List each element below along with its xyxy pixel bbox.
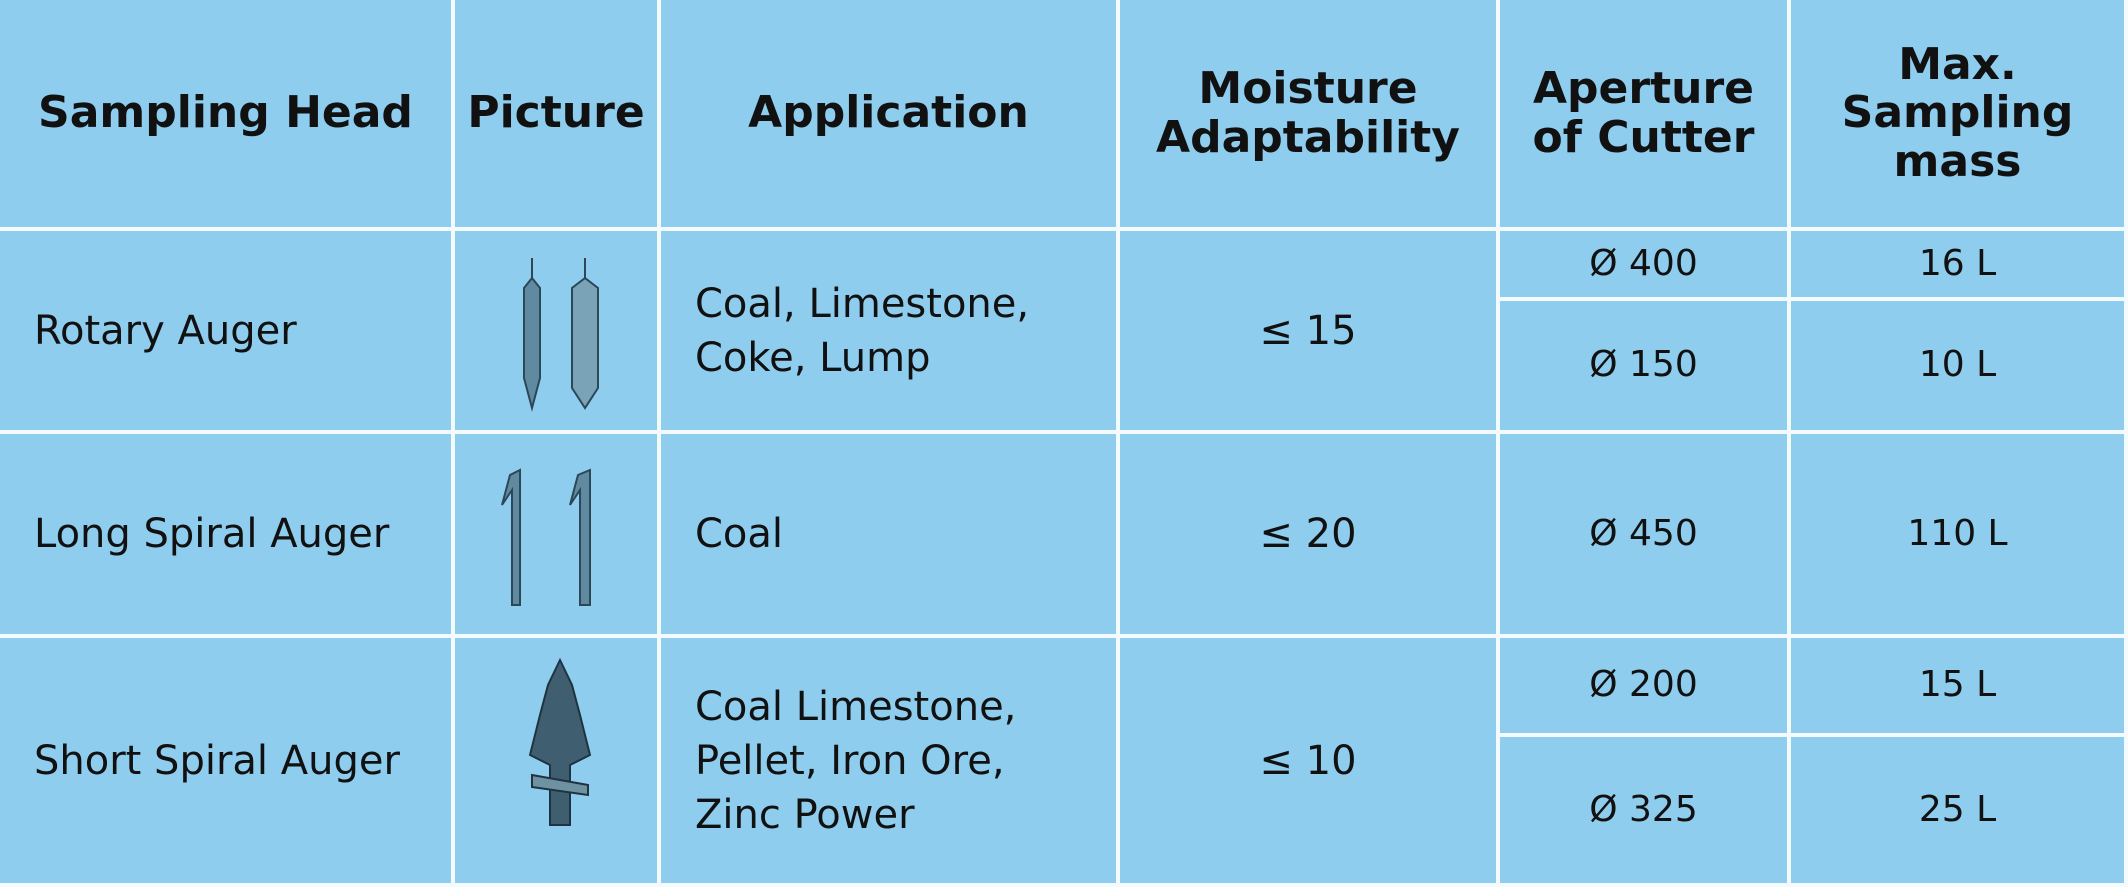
- header-cell: Moisture Adaptability: [1120, 0, 1500, 231]
- header-cell: Sampling Head: [0, 0, 455, 231]
- aperture: Ø 450: [1500, 434, 1791, 638]
- application: Coal Limestone, Pellet, Iron Ore, Zinc P…: [661, 638, 1120, 887]
- picture-cell: [455, 231, 661, 434]
- rotary-auger-icon: [523, 258, 599, 412]
- aperture: Ø 200: [1500, 638, 1791, 737]
- max-mass: 15 L: [1791, 638, 2128, 737]
- header-cell: Max. Sampling mass: [1791, 0, 2128, 231]
- max-mass: 16 L: [1791, 231, 2128, 301]
- application: Coal: [661, 434, 1120, 638]
- picture-cell: [455, 434, 661, 638]
- sampling-head: Short Spiral Auger: [0, 638, 455, 887]
- application: Coal, Limestone, Coke, Lump: [661, 231, 1120, 434]
- aperture: Ø 400: [1500, 231, 1791, 301]
- short-auger-icon: [528, 657, 592, 826]
- max-mass: 110 L: [1791, 434, 2128, 638]
- moisture: ≤ 10: [1120, 638, 1500, 887]
- header-cell: Picture: [455, 0, 661, 231]
- max-mass: 25 L: [1791, 737, 2128, 887]
- max-mass: 10 L: [1791, 301, 2128, 434]
- header-cell: Aperture of Cutter: [1500, 0, 1791, 231]
- sampling-head: Rotary Auger: [0, 231, 455, 434]
- moisture: ≤ 15: [1120, 231, 1500, 434]
- sampling-head: Long Spiral Auger: [0, 434, 455, 638]
- long-auger-icon: [501, 468, 591, 606]
- header-cell: Application: [661, 0, 1120, 231]
- aperture: Ø 325: [1500, 737, 1791, 887]
- aperture: Ø 150: [1500, 301, 1791, 434]
- moisture: ≤ 20: [1120, 434, 1500, 638]
